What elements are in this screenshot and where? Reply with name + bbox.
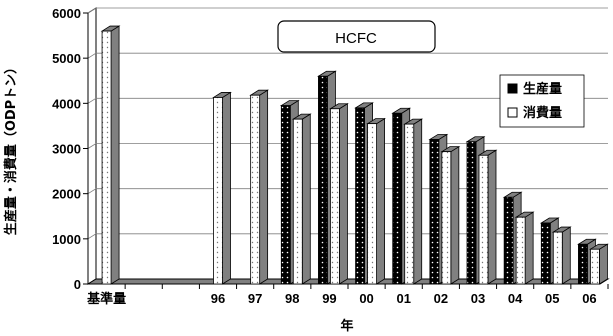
chart-title: HCFC xyxy=(335,30,377,47)
chart-title-box: HCFC xyxy=(278,21,435,52)
x-tick-label: 00 xyxy=(359,291,373,306)
x-tick-label: 96 xyxy=(211,291,225,306)
bar-consumption xyxy=(405,119,422,284)
y-tick-label: 5000 xyxy=(52,51,81,66)
y-axis-title: 生産量・消費量（ODPトン） xyxy=(3,61,19,235)
bars xyxy=(102,26,607,284)
x-tick-label: 05 xyxy=(545,291,559,306)
bar-consumption xyxy=(102,26,119,284)
legend: 生産量 消費量 xyxy=(500,75,584,127)
legend-label-production: 生産量 xyxy=(523,81,562,97)
gridline xyxy=(88,8,608,13)
x-tick-label: 基準量 xyxy=(86,291,126,306)
y-tick-label: 6000 xyxy=(52,6,81,21)
gridline xyxy=(88,189,608,194)
gridline xyxy=(88,144,608,149)
y-tick-label: 3000 xyxy=(52,142,81,157)
x-tick-label: 06 xyxy=(582,291,596,306)
x-tick-label: 03 xyxy=(471,291,485,306)
bar-consumption xyxy=(590,244,607,284)
y-tick-label: 1000 xyxy=(52,232,81,247)
legend-label-consumption: 消費量 xyxy=(523,105,562,121)
x-axis-ticks: 基準量 96 97 98 99 00 01 02 03 04 05 06 xyxy=(86,284,608,306)
y-tick-label: 2000 xyxy=(52,187,81,202)
x-tick-label: 97 xyxy=(248,291,262,306)
gridline xyxy=(88,53,608,58)
y-tick-label: 4000 xyxy=(52,96,81,111)
bar-consumption xyxy=(516,212,533,284)
y-axis-ticks: 0 1000 2000 3000 4000 5000 6000 xyxy=(52,6,88,292)
x-tick-label: 01 xyxy=(396,291,410,306)
bar-consumption xyxy=(330,104,347,284)
bar-consumption xyxy=(479,150,496,284)
y-tick-label: 0 xyxy=(74,277,81,292)
x-tick-label: 04 xyxy=(508,291,523,306)
x-tick-label: 98 xyxy=(285,291,299,306)
x-tick-label: 99 xyxy=(322,291,336,306)
bar-consumption xyxy=(293,114,310,284)
bar-consumption xyxy=(442,147,459,284)
bar-consumption xyxy=(368,119,385,284)
bar-consumption xyxy=(553,227,570,284)
x-axis-title: 年 xyxy=(340,318,353,334)
x-tick-label: 02 xyxy=(434,291,448,306)
bar-consumption xyxy=(214,92,231,284)
bar-consumption xyxy=(251,90,268,284)
